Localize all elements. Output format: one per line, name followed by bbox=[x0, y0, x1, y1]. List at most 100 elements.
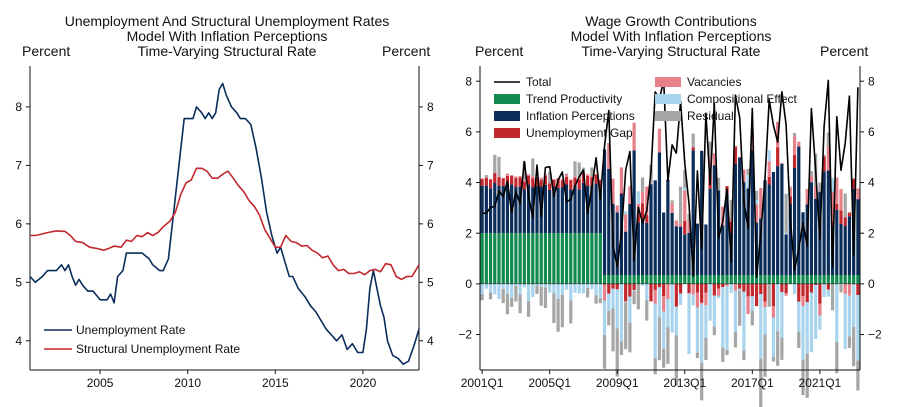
unemployment-gap-bar bbox=[729, 221, 733, 233]
chart-title-line-2: Model With Inflation Perceptions bbox=[571, 28, 772, 44]
inflation-perceptions-bar bbox=[543, 184, 548, 234]
vacancies-bar bbox=[539, 177, 543, 180]
inflation-perceptions-bar bbox=[712, 165, 716, 275]
residual-bar bbox=[767, 283, 771, 307]
residual-bar bbox=[721, 347, 725, 363]
unemployment-gap-bar bbox=[645, 215, 649, 223]
unemployment-gap-bar bbox=[852, 178, 856, 189]
vacancies-bar bbox=[687, 220, 691, 233]
compositional-effect-bar bbox=[826, 289, 830, 297]
vacancies-bar bbox=[767, 161, 771, 177]
unemployment-gap-bar bbox=[501, 178, 505, 186]
inflation-perceptions-bar bbox=[590, 185, 594, 234]
vacancies-bar bbox=[683, 190, 687, 221]
vacancies-bar bbox=[809, 175, 814, 183]
chart-title-line-1: Unemployment And Structural Unemployment… bbox=[65, 13, 389, 29]
inflation-perceptions-bar bbox=[514, 187, 518, 234]
residual-bar bbox=[653, 358, 657, 375]
residual-bar bbox=[674, 335, 678, 386]
residual-bar bbox=[628, 322, 632, 353]
chart-title-line-1: Wage Growth Contributions bbox=[585, 13, 756, 29]
residual-bar bbox=[847, 336, 852, 348]
legend-label: Compositional Effect bbox=[687, 92, 798, 106]
compositional-effect-bar bbox=[759, 293, 763, 359]
unemployment-gap-bar bbox=[640, 203, 645, 221]
unemployment-gap-bar bbox=[484, 177, 488, 186]
unemployment-gap-bar bbox=[628, 283, 632, 297]
unemployment-gap-bar bbox=[514, 178, 518, 187]
trend-productivity-bar bbox=[556, 233, 560, 284]
compositional-effect-bar bbox=[780, 291, 784, 338]
compositional-effect-bar bbox=[573, 283, 577, 293]
compositional-effect-bar bbox=[738, 288, 742, 291]
unemployment-gap-bar bbox=[649, 283, 653, 302]
compositional-effect-bar bbox=[678, 293, 683, 306]
compositional-effect-bar bbox=[484, 283, 488, 289]
compositional-effect-bar bbox=[754, 199, 759, 205]
compositional-effect-bar bbox=[594, 283, 598, 296]
vacancies-bar bbox=[594, 174, 598, 175]
series-lines bbox=[29, 82, 420, 365]
vacancies-bar bbox=[708, 158, 712, 174]
inflation-perceptions-bar bbox=[801, 212, 805, 275]
inflation-perceptions-bar bbox=[788, 203, 792, 275]
inflation-perceptions-bar bbox=[856, 199, 860, 275]
residual-bar bbox=[733, 332, 738, 348]
unemployment-gap-bar bbox=[493, 172, 497, 183]
y-tick-label-right: 4 bbox=[427, 334, 434, 348]
trend-productivity-bar bbox=[742, 275, 746, 284]
vacancies-bar bbox=[847, 283, 852, 296]
compositional-effect-bar bbox=[543, 283, 548, 288]
vacancies-bar bbox=[738, 156, 742, 158]
compositional-effect-bar bbox=[619, 283, 624, 342]
trend-productivity-bar bbox=[725, 275, 729, 284]
inflation-perceptions-bar bbox=[784, 234, 788, 275]
vacancies-bar bbox=[645, 186, 649, 216]
compositional-effect-bar bbox=[695, 307, 700, 353]
residual-bar bbox=[514, 285, 518, 302]
unemployment-chart: Unemployment And Structural Unemployment… bbox=[15, 13, 434, 390]
legend-swatch-compositional-effect bbox=[655, 94, 681, 104]
vacancies-bar bbox=[763, 301, 767, 308]
vacancies-bar bbox=[480, 178, 484, 180]
inflation-perceptions-bar bbox=[505, 183, 510, 234]
compositional-effect-bar bbox=[662, 311, 666, 349]
unemployment-gap-bar bbox=[763, 283, 767, 302]
unemployment-gap-bar bbox=[653, 283, 657, 291]
legend-swatch-vacancies bbox=[655, 77, 681, 87]
inflation-perceptions-bar bbox=[501, 185, 505, 234]
residual-bar bbox=[704, 337, 708, 360]
compositional-effect-bar bbox=[733, 290, 738, 333]
inflation-perceptions-bar bbox=[776, 166, 780, 275]
compositional-effect-bar bbox=[742, 291, 746, 351]
unemployment-gap-bar bbox=[826, 283, 830, 290]
compositional-effect-bar bbox=[716, 295, 721, 299]
residual-bar bbox=[602, 334, 607, 369]
trend-productivity-bar bbox=[839, 275, 843, 284]
y-tick-label-right: 2 bbox=[868, 226, 875, 240]
trend-productivity-bar bbox=[569, 233, 573, 284]
residual-bar bbox=[657, 317, 662, 361]
ticks: −2 −2 0 0 2 2 4 4 6 6 8 8 2001Q1 2005Q1 2009Q1 2013Q1 20… bbox=[458, 74, 882, 390]
trend-productivity-bar bbox=[852, 275, 856, 284]
compositional-effect-bar bbox=[480, 283, 484, 295]
trend-productivity-bar bbox=[560, 233, 564, 284]
trend-productivity-bar bbox=[830, 275, 835, 284]
vacancies-bar bbox=[628, 186, 632, 204]
y-tick-label-left: 6 bbox=[15, 217, 22, 231]
residual-bar bbox=[526, 301, 531, 317]
unemployment-gap-bar bbox=[552, 179, 556, 187]
inflation-perceptions-bar bbox=[573, 185, 577, 234]
trend-productivity-bar bbox=[814, 275, 818, 284]
compositional-effect-bar bbox=[607, 293, 611, 311]
inflation-perceptions-bar bbox=[607, 168, 611, 275]
inflation-perceptions-bar bbox=[750, 150, 754, 275]
y-axis-unit-left: Percent bbox=[475, 43, 523, 59]
unemployment-gap-bar bbox=[594, 174, 598, 184]
trend-productivity-bar bbox=[687, 275, 691, 284]
compositional-effect-bar bbox=[805, 302, 809, 354]
trend-productivity-bar bbox=[653, 275, 657, 284]
trend-productivity-bar bbox=[746, 275, 750, 284]
unemployment-gap-bar bbox=[657, 283, 662, 288]
trend-productivity-bar bbox=[801, 275, 805, 284]
